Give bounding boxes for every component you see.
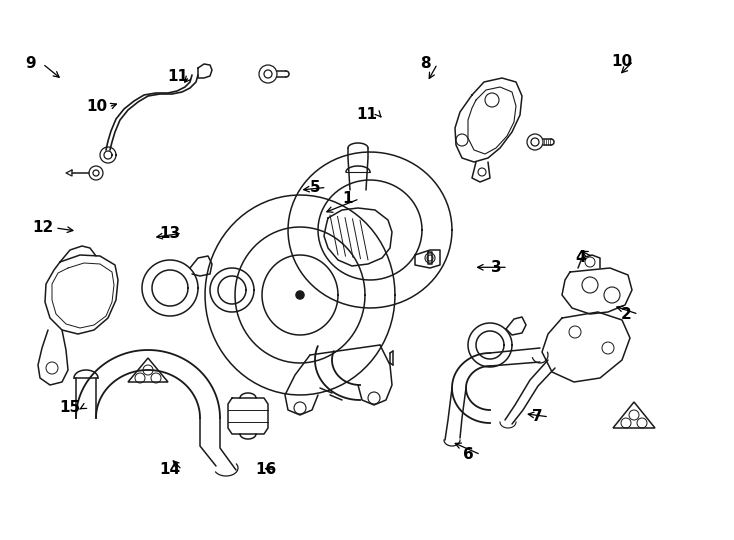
Text: 15: 15 <box>59 400 81 415</box>
Text: 11: 11 <box>356 107 377 122</box>
Text: 7: 7 <box>531 409 542 424</box>
Text: 6: 6 <box>463 447 474 462</box>
Circle shape <box>296 291 304 299</box>
Text: 12: 12 <box>32 220 54 235</box>
Text: 5: 5 <box>309 180 320 195</box>
Text: 10: 10 <box>86 99 107 114</box>
Text: 1: 1 <box>342 191 353 206</box>
Text: 10: 10 <box>611 53 632 69</box>
Text: 2: 2 <box>621 307 632 322</box>
Text: 16: 16 <box>255 462 276 477</box>
Text: 8: 8 <box>420 56 431 71</box>
Text: 4: 4 <box>575 249 586 265</box>
Text: 11: 11 <box>167 69 188 84</box>
Text: 14: 14 <box>159 462 181 477</box>
Text: 3: 3 <box>490 260 501 275</box>
Text: 13: 13 <box>159 226 181 241</box>
Text: 9: 9 <box>25 56 36 71</box>
